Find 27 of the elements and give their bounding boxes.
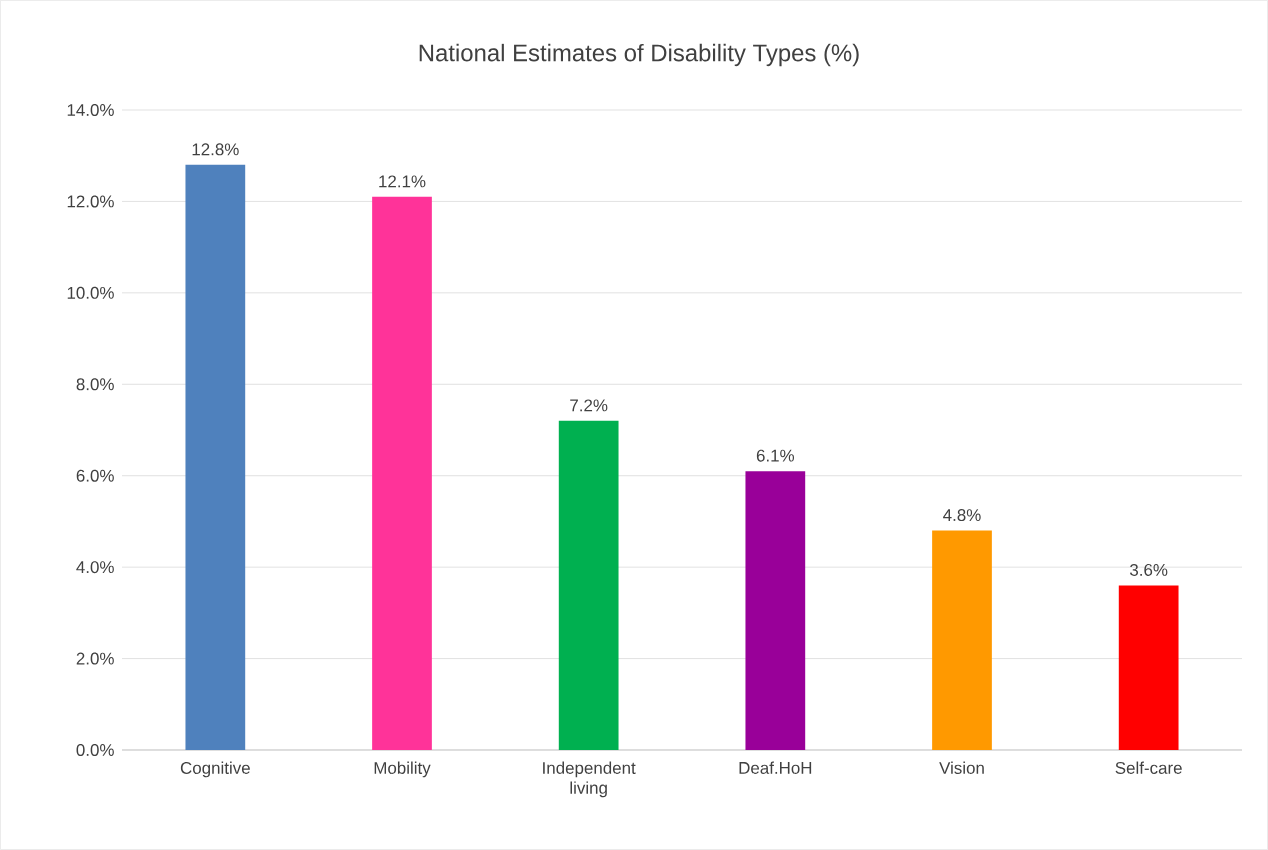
y-tick-label: 6.0% — [76, 469, 114, 482]
bar — [745, 471, 806, 750]
y-tick-label: 12.0% — [67, 195, 114, 208]
y-tick-label: 8.0% — [76, 378, 114, 391]
x-tick-label: Deaf.HoH — [739, 761, 812, 774]
bar — [372, 196, 432, 750]
bar — [932, 530, 992, 750]
y-tick-label: 0.0% — [76, 744, 114, 756]
y-tick-label: 14.0% — [67, 103, 114, 116]
data-label: 12.1% — [379, 175, 426, 188]
x-tick-label: Independent living — [543, 761, 636, 798]
bar — [185, 164, 246, 750]
bar — [1118, 585, 1179, 750]
x-tick-label: Mobility — [374, 761, 431, 778]
x-tick-label: Vision — [939, 761, 984, 774]
data-label: 3.6% — [1130, 563, 1168, 576]
x-tick-label: Cognitive — [180, 761, 250, 778]
y-tick-label: 10.0% — [67, 286, 114, 299]
data-label: 4.8% — [943, 509, 981, 522]
y-tick-label: 4.0% — [76, 561, 114, 574]
y-tick-label: 2.0% — [76, 652, 114, 665]
bar — [558, 420, 619, 750]
data-label: 12.8% — [192, 143, 239, 156]
chart-title: National Estimates of Disability Types (%) — [419, 43, 859, 67]
data-label: 7.2% — [570, 399, 608, 412]
data-label: 6.1% — [756, 449, 795, 462]
x-tick-label: Self-care — [1115, 761, 1182, 774]
